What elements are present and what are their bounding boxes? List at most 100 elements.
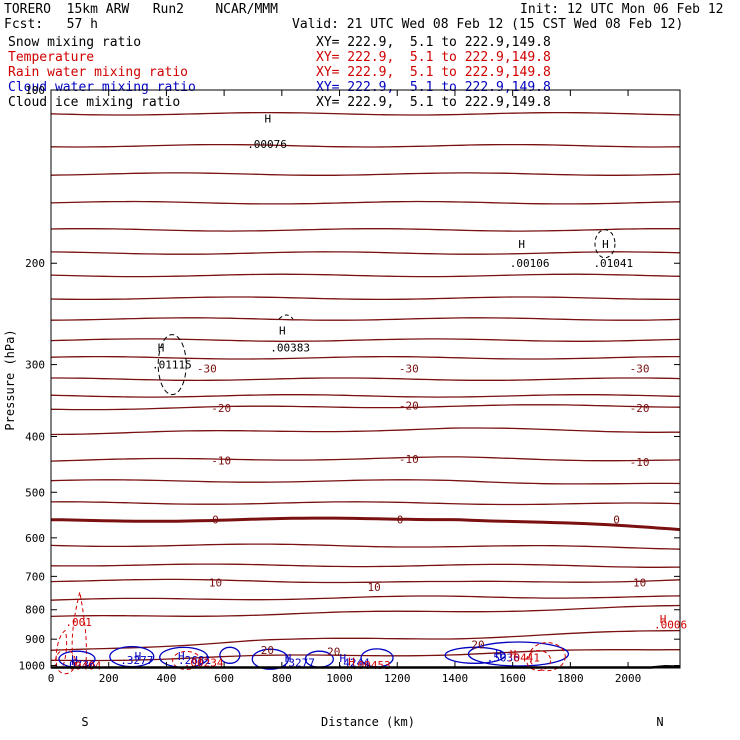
y-tick-label: 200 [25,257,45,270]
y-axis-title: Pressure (hPa) [3,329,17,430]
rain-contour [54,649,76,675]
plot-axes: 0 200 400 600 800 1000 1200 1400 1600 1800 2000100… [19,84,681,685]
isotherm-line [50,172,681,176]
maximum-label: H [518,238,525,251]
maximum-label: H [135,650,142,663]
maximum-label: .00076 [247,138,287,151]
isotherm-line [50,251,681,255]
maximum-label: .00106 [510,257,550,270]
isotherm-label: 20 [327,645,340,658]
rain-contour [526,649,552,671]
isotherm-line [50,649,680,662]
legend-rain-xy: XY= 222.9, 5.1 to 222.9,149.8 [316,65,551,80]
cloud-water-contour [467,641,570,667]
isotherm-line [50,111,681,116]
maximum-label: .3277 [282,656,315,669]
maximum-label: H [495,648,502,661]
x-tick-label: 1200 [384,672,411,685]
rain-contour [172,650,202,670]
maximum-label: H [348,656,355,669]
isotherm-line [50,338,681,342]
maximum-label: .001 [65,616,92,629]
maximum-label: .4244 [337,656,370,669]
maximum-label: H [660,613,667,626]
isotherm-line [50,501,681,506]
isotherm-line [50,228,680,232]
y-tick-label: 300 [25,359,45,372]
isotherm-label: 0 [212,514,219,527]
isotherm-line [50,355,680,360]
model-title: TORERO 15km ARW Run2 NCAR/MMM [4,2,278,17]
legend-temperature-label: Temperature [8,50,95,65]
terrain-line [51,665,681,669]
ice-contour [278,314,294,320]
y-tick-label: 1000 [19,660,46,673]
isotherm-line [50,595,681,601]
isotherm-label: -30 [399,363,419,376]
valid-time: Valid: 21 UTC Wed 08 Feb 12 (15 CST Wed … [292,17,684,32]
temperature-isotherms [50,111,681,662]
isotherm-label: 0 [397,514,404,527]
init-time: Init: 12 UTC Mon 06 Feb 12 [520,2,724,17]
legend-cloud-ice-xy: XY= 222.9, 5.1 to 222.9,149.8 [316,95,551,110]
y-tick-label: 100 [25,84,45,97]
isotherm-line [50,296,680,301]
isotherm-line [50,543,681,550]
maximum-label: H [510,648,517,661]
isotherm-line [50,404,681,411]
legend-temperature-xy: XY= 222.9, 5.1 to 222.9,149.8 [316,50,551,65]
maximum-label: H [285,652,292,665]
contour-labels: -30 -30 -30 -20 -20 -20 -10 -10 -10 0 0 0 10 10 10 20 20… [63,112,688,672]
cloud-water-contour [251,648,289,670]
legend-snow-label: Snow mixing ratio [8,35,142,50]
maximum-label: .0006 [654,618,687,631]
rain-contour [528,642,566,672]
maximum-label: H [71,654,78,667]
maximum-label: H [602,238,609,251]
x-tick-label: 800 [272,672,292,685]
x-tick-label: 2000 [615,672,642,685]
x-tick-label: 600 [214,672,234,685]
isotherm-label: -10 [211,454,231,467]
isotherm-label: -20 [211,402,231,415]
x-endpoint-south: S [81,715,88,729]
isotherm-label: -10 [399,453,419,466]
isotherm-label: -20 [630,402,650,415]
isotherm-label: -10 [630,456,650,469]
maximum-label: .0404 [68,660,101,673]
isotherm-line [50,143,681,148]
isotherm-line [50,317,681,321]
rain-contour [55,630,68,667]
x-tick-label: 0 [48,672,55,685]
isotherm-line [50,629,681,651]
y-tick-label: 600 [25,532,45,545]
y-tick-label: 700 [25,570,45,583]
isotherm-label: 10 [209,577,222,590]
cloud-water-contour [219,646,241,664]
isotherm-line [50,200,681,205]
y-tick-label: 800 [25,604,45,617]
isotherm-label: 20 [261,644,274,657]
maximum-label: H [279,325,286,338]
isotherm-line [50,604,681,618]
x-tick-label: 1600 [499,672,526,685]
isotherm-label: -30 [197,363,217,376]
isotherm-line [50,578,681,584]
legend-snow-xy: XY= 222.9, 5.1 to 222.9,149.8 [316,35,551,50]
maximum-label: .5036 [487,651,520,664]
maximum-label: .00383 [270,341,310,354]
maximum-label: .3277 [120,654,153,667]
legend-rain-label: Rain water mixing ratio [8,65,189,80]
maximum-label: .00234 [184,656,224,669]
maximum-label: H [158,341,165,354]
maximum-label: H [265,112,272,125]
isotherm-line [50,273,681,278]
isotherm-line [51,377,681,382]
ice-contour [594,229,616,259]
x-tick-label: 1400 [442,672,469,685]
x-tick-label: 1000 [326,672,353,685]
maximum-label: .0441 [507,651,540,664]
x-tick-label: 400 [156,672,176,685]
y-tick-label: 500 [25,486,45,499]
